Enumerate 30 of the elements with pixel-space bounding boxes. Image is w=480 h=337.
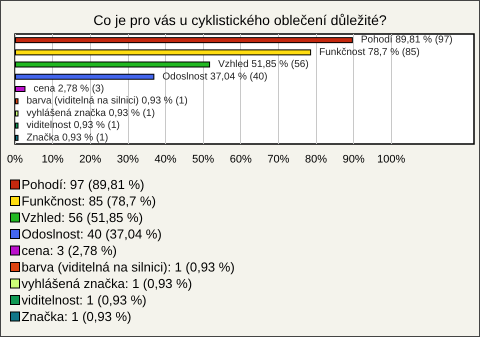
x-tick-label: 100% xyxy=(377,154,406,166)
data-label: Značka 0,93 % (1) xyxy=(26,132,108,144)
x-tick-label: 30% xyxy=(116,154,140,166)
x-tick-label: 20% xyxy=(79,154,102,166)
legend-label: barva (viditelná na silnici): 1 (0,93 %) xyxy=(22,260,235,274)
data-label: Funkčnost 78,7 % (85) xyxy=(319,46,420,58)
data-label: Vzhled 51,85 % (56) xyxy=(218,59,309,70)
data-label: barva (viditelná na silnici) 0,93 % (1) xyxy=(26,96,188,107)
x-tick-label: 80% xyxy=(304,154,328,166)
data-label: Pohodí 89,81 % (97) xyxy=(360,34,453,46)
data-label: vyhlášená značka 0,93 % (1) xyxy=(26,108,155,119)
legend-label: viditelnost: 1 (0,93 %) xyxy=(22,292,147,308)
legend-label: Pohodí: 97 (89,81 %) xyxy=(22,177,144,192)
x-tick-label: 40% xyxy=(154,154,177,166)
data-label: Odoslnost 37,04 % (40) xyxy=(162,71,268,82)
x-tick-label: 10% xyxy=(42,154,64,166)
chart-title: Co je pro vás u cyklistického oblečení důležité? xyxy=(93,12,387,28)
legend-label: Odoslnost: 40 (37,04 %) xyxy=(22,226,162,242)
x-tick-label: 60% xyxy=(230,154,252,166)
x-tick-label: 90% xyxy=(342,154,365,166)
data-label: viditelnost 0,93 % (1) xyxy=(26,120,120,132)
x-tick-label: 0% xyxy=(7,154,24,166)
legend-label: vyhlášená značka: 1 (0,93 %) xyxy=(22,276,192,291)
x-tick-label: 70% xyxy=(267,154,290,166)
legend-label: Funkčnost: 85 (78,7 %) xyxy=(22,194,156,208)
legend-label: cena: 3 (2,78 %) xyxy=(22,243,117,258)
x-tick-label: 50% xyxy=(192,154,214,166)
data-label: cena 2,78 % (3) xyxy=(33,84,104,94)
legend-label: Vzhled: 56 (51,85 %) xyxy=(22,210,143,225)
legend-label: Značka: 1 (0,93 %) xyxy=(22,309,132,324)
